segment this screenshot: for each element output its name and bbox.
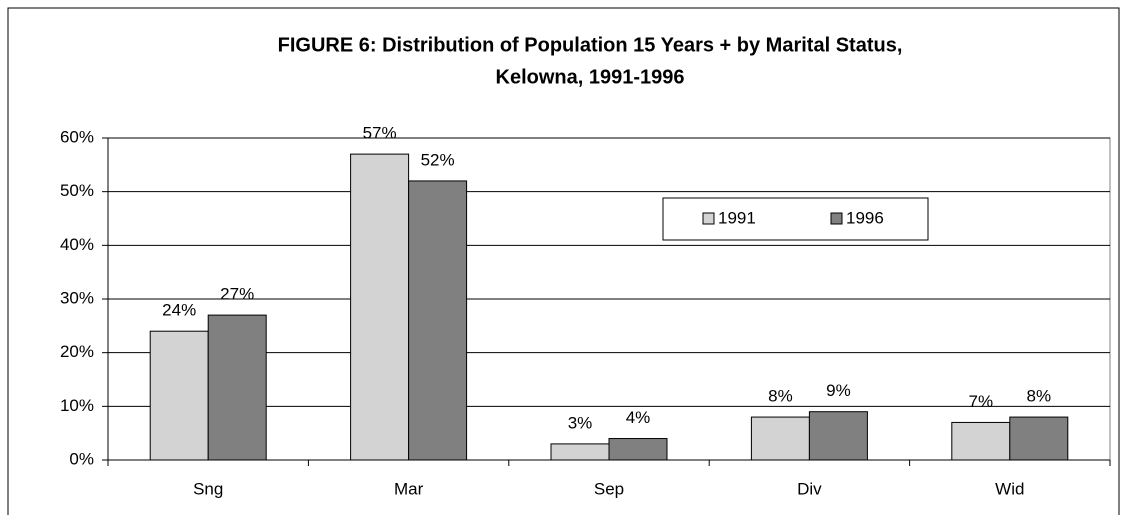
bar xyxy=(550,443,610,461)
bar xyxy=(207,314,267,461)
y-tick-label: 30% xyxy=(60,288,94,307)
y-tick-label: 10% xyxy=(60,396,94,415)
y-tick-label: 0% xyxy=(69,449,94,468)
bar xyxy=(1009,416,1069,461)
value-label: 9% xyxy=(826,381,851,400)
value-label: 7% xyxy=(969,392,994,411)
x-tick-label: Mar xyxy=(394,479,424,498)
chart-frame xyxy=(7,7,1120,515)
x-tick-label: Sng xyxy=(193,479,223,498)
bar xyxy=(408,180,468,461)
legend-box xyxy=(662,197,929,241)
x-tick-label: Div xyxy=(797,479,822,498)
value-label: 8% xyxy=(1027,387,1052,406)
y-tick-label: 60% xyxy=(60,127,94,146)
x-tick-label: Sep xyxy=(594,479,624,498)
chart-title: FIGURE 6: Distribution of Population 15 … xyxy=(278,34,903,56)
y-tick-label: 50% xyxy=(60,181,94,200)
bar xyxy=(149,330,209,461)
value-label: 57% xyxy=(363,124,397,143)
value-label: 52% xyxy=(421,150,455,169)
legend-label: 1991 xyxy=(718,208,756,227)
value-label: 27% xyxy=(220,285,254,304)
value-label: 4% xyxy=(626,408,651,427)
bar xyxy=(350,153,410,461)
bar xyxy=(750,416,810,461)
value-label: 3% xyxy=(568,413,593,432)
x-tick-label: Wid xyxy=(995,479,1024,498)
chart-title: Kelowna, 1991-1996 xyxy=(496,66,685,88)
bar xyxy=(808,411,868,461)
legend-swatch xyxy=(702,212,715,225)
bar xyxy=(608,438,668,461)
legend-swatch xyxy=(830,212,843,225)
legend-label: 1996 xyxy=(846,208,884,227)
bar xyxy=(951,421,1011,461)
value-label: 8% xyxy=(768,387,793,406)
y-tick-label: 20% xyxy=(60,342,94,361)
y-tick-label: 40% xyxy=(60,235,94,254)
value-label: 24% xyxy=(162,301,196,320)
